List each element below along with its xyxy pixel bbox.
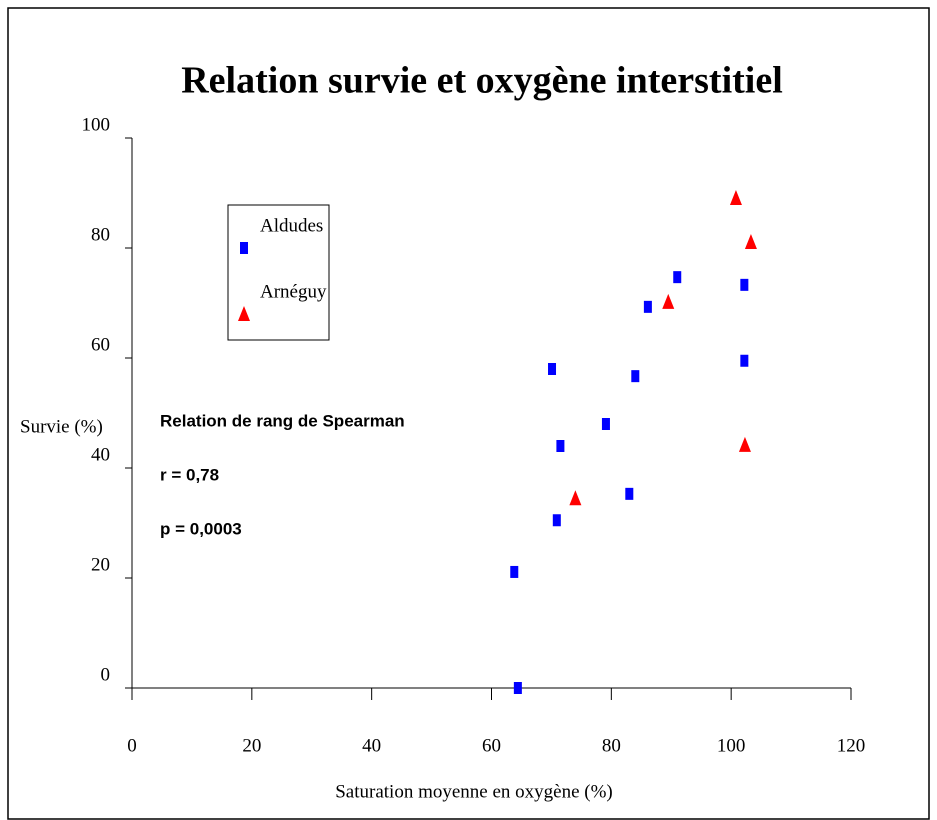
y-tick-label: 60 — [91, 334, 110, 355]
x-tick-label: 20 — [242, 735, 261, 756]
point — [552, 514, 561, 527]
point — [548, 363, 557, 375]
x-tick-label: 40 — [362, 735, 381, 756]
point — [643, 300, 652, 313]
point — [510, 565, 519, 578]
y-tick-label: 100 — [82, 114, 111, 135]
legend-label: Arnéguy — [260, 281, 327, 302]
point — [631, 370, 640, 383]
point — [740, 354, 749, 367]
point — [673, 271, 682, 284]
x-tick-label: 100 — [717, 735, 746, 756]
point — [601, 418, 610, 430]
x-tick-label: 60 — [482, 735, 501, 756]
y-tick-label: 80 — [91, 224, 110, 245]
x-tick-label: 0 — [127, 735, 137, 756]
y-tick-label: 40 — [91, 444, 110, 465]
point — [740, 278, 749, 291]
annotation: r = 0,78 — [160, 465, 219, 484]
point — [625, 487, 634, 500]
x-axis-label: Saturation moyenne en oxygène (%) — [335, 781, 613, 802]
y-tick-label: 0 — [101, 664, 111, 685]
point — [513, 682, 522, 694]
legend-label: Aldudes — [260, 215, 323, 236]
point — [729, 189, 742, 205]
y-tick-label: 20 — [91, 554, 110, 575]
chart-title: Relation survie et oxygène interstitiel — [181, 60, 783, 102]
point — [556, 440, 565, 452]
y-axis-label: Survie (%) — [20, 416, 103, 437]
point — [738, 436, 751, 452]
legend-marker — [240, 242, 248, 254]
x-tick-label: 80 — [602, 735, 621, 756]
point — [569, 490, 582, 506]
legend-marker — [238, 306, 250, 321]
chart-border — [7, 7, 930, 820]
x-tick-label: 120 — [837, 735, 866, 756]
annotation: p = 0,0003 — [160, 519, 242, 538]
point — [662, 293, 675, 309]
annotation: Relation de rang de Spearman — [160, 411, 405, 430]
point — [744, 233, 757, 249]
